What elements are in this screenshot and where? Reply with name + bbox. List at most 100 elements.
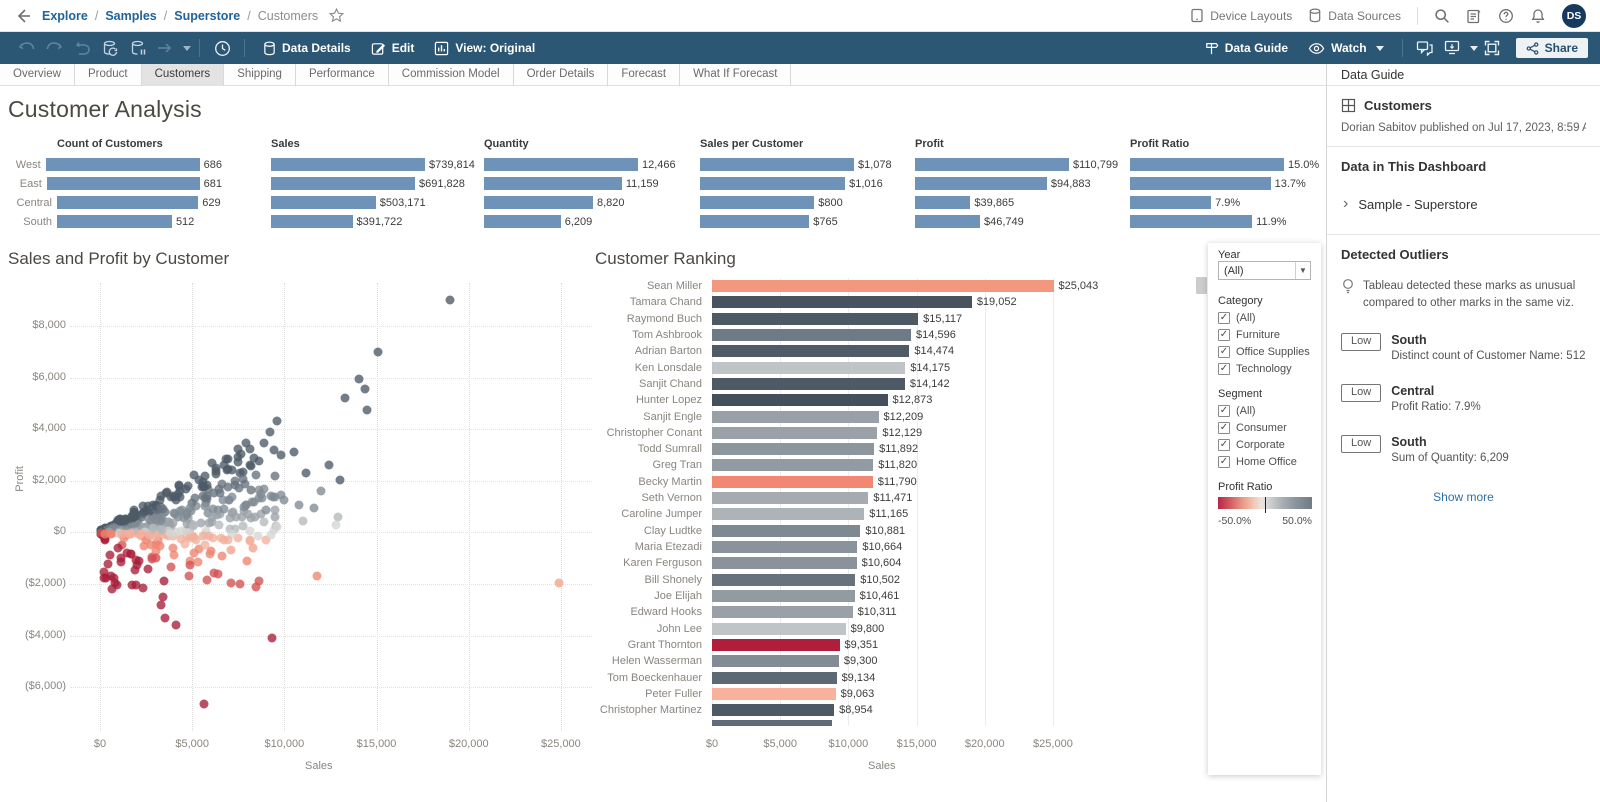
- avatar[interactable]: DS: [1562, 3, 1586, 28]
- scatter-point[interactable]: [236, 449, 246, 459]
- scatter-point[interactable]: [316, 486, 326, 496]
- scatter-point[interactable]: [200, 471, 210, 481]
- scatter-point[interactable]: [103, 559, 113, 569]
- scatter-point[interactable]: [253, 531, 263, 541]
- scatter-point[interactable]: [171, 620, 181, 630]
- ranking-bar[interactable]: [712, 720, 832, 726]
- scatter-point[interactable]: [251, 470, 261, 480]
- breadcrumb-explore[interactable]: Explore: [42, 8, 88, 23]
- scatter-point[interactable]: [324, 460, 334, 470]
- breadcrumb-superstore[interactable]: Superstore: [174, 8, 241, 23]
- scatter-point[interactable]: [159, 576, 169, 586]
- fullscreen-icon[interactable]: [1478, 36, 1506, 60]
- scatter-point[interactable]: [298, 516, 308, 526]
- kpi-bar[interactable]: [271, 158, 425, 171]
- pause-updates-icon[interactable]: [124, 36, 152, 60]
- scatter-point[interactable]: [168, 543, 178, 553]
- scatter-point[interactable]: [139, 507, 149, 517]
- redo-icon[interactable]: [40, 36, 68, 60]
- scatter-point[interactable]: [238, 467, 248, 477]
- scatter-point[interactable]: [233, 457, 243, 467]
- clock-icon[interactable]: [208, 36, 236, 60]
- scatter-point[interactable]: [224, 495, 234, 505]
- scatter-point[interactable]: [182, 528, 192, 538]
- scatter-point[interactable]: [144, 514, 154, 524]
- scatter-point[interactable]: [198, 491, 208, 501]
- back-arrow-icon[interactable]: [14, 7, 32, 25]
- scatter-point[interactable]: [162, 520, 172, 530]
- year-filter-dropdown[interactable]: (All) ▼: [1218, 261, 1311, 280]
- kpi-bar[interactable]: [915, 215, 980, 228]
- scatter-point[interactable]: [200, 501, 210, 511]
- profit-ratio-color-legend[interactable]: [1218, 497, 1312, 513]
- scatter-point[interactable]: [130, 565, 140, 575]
- scatter-point[interactable]: [231, 512, 241, 522]
- scatter-point[interactable]: [207, 512, 217, 522]
- tab-shipping[interactable]: Shipping: [224, 64, 296, 86]
- ranking-bar[interactable]: [712, 655, 839, 668]
- breadcrumb-samples[interactable]: Samples: [105, 8, 157, 23]
- kpi-bar[interactable]: [484, 158, 638, 171]
- scatter-point[interactable]: [180, 539, 190, 549]
- scatter-point[interactable]: [270, 471, 280, 481]
- ranking-bar[interactable]: [712, 475, 873, 488]
- ranking-bar[interactable]: [712, 589, 855, 602]
- kpi-bar[interactable]: [484, 215, 561, 228]
- scatter-point[interactable]: [190, 493, 200, 503]
- scatter-point[interactable]: [186, 506, 196, 516]
- scatter-point[interactable]: [239, 502, 249, 512]
- scatter-point[interactable]: [126, 549, 136, 559]
- scatter-point[interactable]: [176, 526, 186, 536]
- scatter-point[interactable]: [155, 495, 165, 505]
- scatter-point[interactable]: [259, 484, 269, 494]
- scatter-point[interactable]: [166, 562, 176, 572]
- undo-icon[interactable]: [12, 36, 40, 60]
- outlier-card[interactable]: Low South Sum of Quantity: 6,209: [1341, 435, 1586, 464]
- scatter-point[interactable]: [198, 531, 208, 541]
- kpi-bar[interactable]: [1130, 215, 1253, 228]
- scatter-point[interactable]: [204, 518, 214, 528]
- kpi-bar[interactable]: [45, 158, 200, 171]
- scatter-point[interactable]: [151, 501, 161, 511]
- scatter-point[interactable]: [169, 508, 179, 518]
- scatter-point[interactable]: [272, 416, 281, 426]
- scatter-point[interactable]: [128, 519, 138, 529]
- scatter-point[interactable]: [176, 534, 186, 544]
- tab-product[interactable]: Product: [75, 64, 142, 86]
- scatter-point[interactable]: [240, 479, 250, 489]
- scatter-point[interactable]: [257, 493, 267, 503]
- scatter-point[interactable]: [248, 543, 258, 553]
- scatter-point[interactable]: [155, 541, 165, 551]
- scatter-point[interactable]: [223, 535, 233, 545]
- scatter-point[interactable]: [117, 540, 127, 549]
- ranking-scrollbar-thumb[interactable]: [1196, 277, 1207, 294]
- help-icon[interactable]: [1498, 8, 1514, 24]
- favorite-star-icon[interactable]: [328, 7, 345, 24]
- category-option-office-supplies[interactable]: ✓ Office Supplies: [1218, 343, 1310, 360]
- data-source-row[interactable]: › Sample - Superstore: [1343, 196, 1586, 212]
- scatter-point[interactable]: [209, 488, 219, 498]
- data-sources-button[interactable]: Data Sources: [1308, 8, 1401, 23]
- scatter-point[interactable]: [259, 438, 269, 448]
- data-guide-button[interactable]: Data Guide: [1204, 41, 1288, 56]
- scatter-point[interactable]: [270, 492, 280, 502]
- scatter-point[interactable]: [185, 533, 195, 543]
- scatter-point[interactable]: [182, 519, 192, 529]
- scatter-point[interactable]: [219, 504, 229, 514]
- scatter-point[interactable]: [148, 523, 158, 533]
- scatter-point[interactable]: [270, 505, 280, 515]
- scatter-point[interactable]: [177, 505, 187, 515]
- scatter-point[interactable]: [122, 548, 132, 558]
- kpi-bar[interactable]: [271, 215, 353, 228]
- run-update-caret-icon[interactable]: [183, 45, 191, 51]
- scatter-point[interactable]: [131, 580, 141, 590]
- kpi-bar[interactable]: [1130, 177, 1271, 190]
- scatter-point[interactable]: [254, 485, 264, 495]
- scatter-point[interactable]: [243, 509, 253, 519]
- scatter-point[interactable]: [230, 524, 240, 534]
- ranking-bar[interactable]: [712, 459, 874, 472]
- scatter-point[interactable]: [333, 512, 343, 522]
- scatter-point[interactable]: [235, 579, 245, 589]
- scatter-point[interactable]: [140, 522, 150, 532]
- device-layouts-button[interactable]: Device Layouts: [1190, 8, 1292, 23]
